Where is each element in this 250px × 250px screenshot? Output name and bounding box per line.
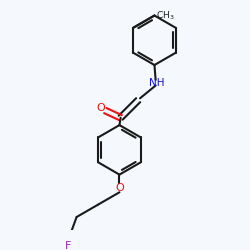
Text: CH$_3$: CH$_3$ [156, 9, 175, 22]
Text: O: O [115, 182, 124, 192]
Text: O: O [97, 102, 106, 113]
Text: F: F [65, 241, 71, 250]
Text: NH: NH [149, 78, 164, 88]
